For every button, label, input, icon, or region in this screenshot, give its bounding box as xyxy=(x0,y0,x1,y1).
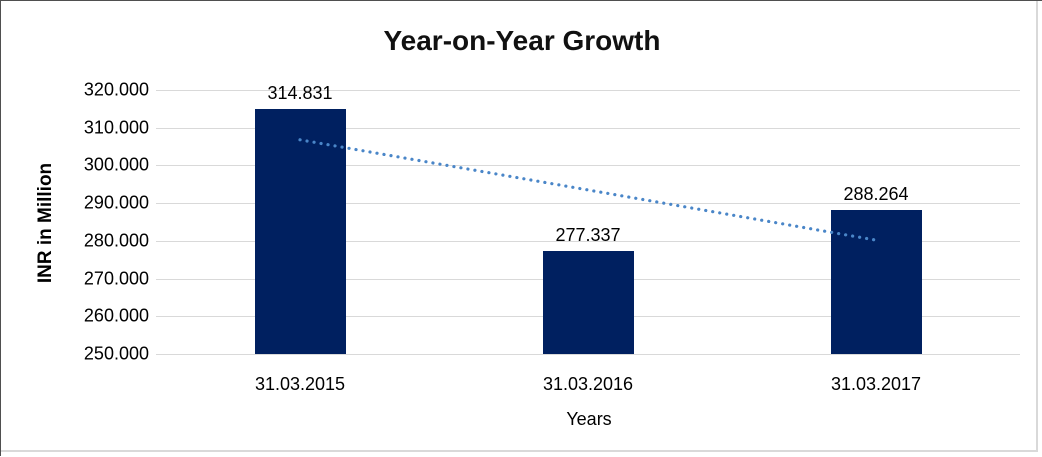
y-axis-title: INR in Million xyxy=(35,162,56,284)
bar xyxy=(254,109,346,354)
x-axis-title: Years xyxy=(566,409,612,429)
bar-value-label: 277.337 xyxy=(555,224,621,245)
bar-value-label: 288.264 xyxy=(843,183,909,204)
gridline xyxy=(156,90,1020,91)
y-tick-label: 250.000 xyxy=(83,343,149,364)
y-tick-label: 280.000 xyxy=(83,230,149,251)
chart-edge-bottom xyxy=(1,450,1038,452)
gridline xyxy=(156,127,1020,129)
y-tick-label: 310.000 xyxy=(83,117,149,138)
x-tick-label: 31.03.2017 xyxy=(830,374,922,394)
chart-edge-right xyxy=(1036,1,1038,451)
y-tick-label: 320.000 xyxy=(83,79,149,100)
y-tick-label: 270.000 xyxy=(83,268,149,289)
gridline xyxy=(156,354,1020,355)
bar xyxy=(542,250,634,354)
y-tick-label: 260.000 xyxy=(83,305,149,326)
y-tick-label: 300.000 xyxy=(83,154,149,175)
bar-value-label: 314.831 xyxy=(267,83,333,104)
x-tick-label: 31.03.2016 xyxy=(542,374,634,394)
y-tick-label: 290.000 xyxy=(83,192,149,213)
chart-title: Year-on-Year Growth xyxy=(383,25,661,56)
bar xyxy=(830,209,922,354)
x-tick-label: 31.03.2015 xyxy=(254,374,346,394)
